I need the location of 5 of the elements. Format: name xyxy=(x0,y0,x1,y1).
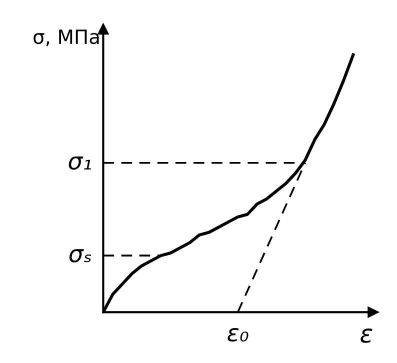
ref-line-label: σₛ xyxy=(69,249,92,262)
x-axis-title: ε xyxy=(360,328,372,343)
y-axis-title: σ, МПа xyxy=(34,30,99,46)
ref-line-label: σ₁ xyxy=(68,156,91,170)
series-label: ε₀ xyxy=(228,328,248,342)
